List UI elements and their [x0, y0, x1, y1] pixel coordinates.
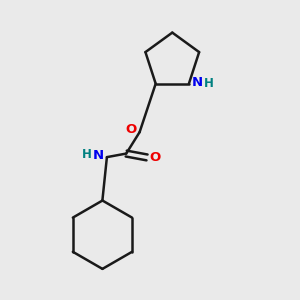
Text: O: O — [150, 151, 161, 164]
Text: N: N — [192, 76, 203, 89]
Text: O: O — [126, 123, 137, 136]
Text: N: N — [93, 149, 104, 162]
Text: H: H — [204, 77, 214, 90]
Text: H: H — [82, 148, 92, 161]
